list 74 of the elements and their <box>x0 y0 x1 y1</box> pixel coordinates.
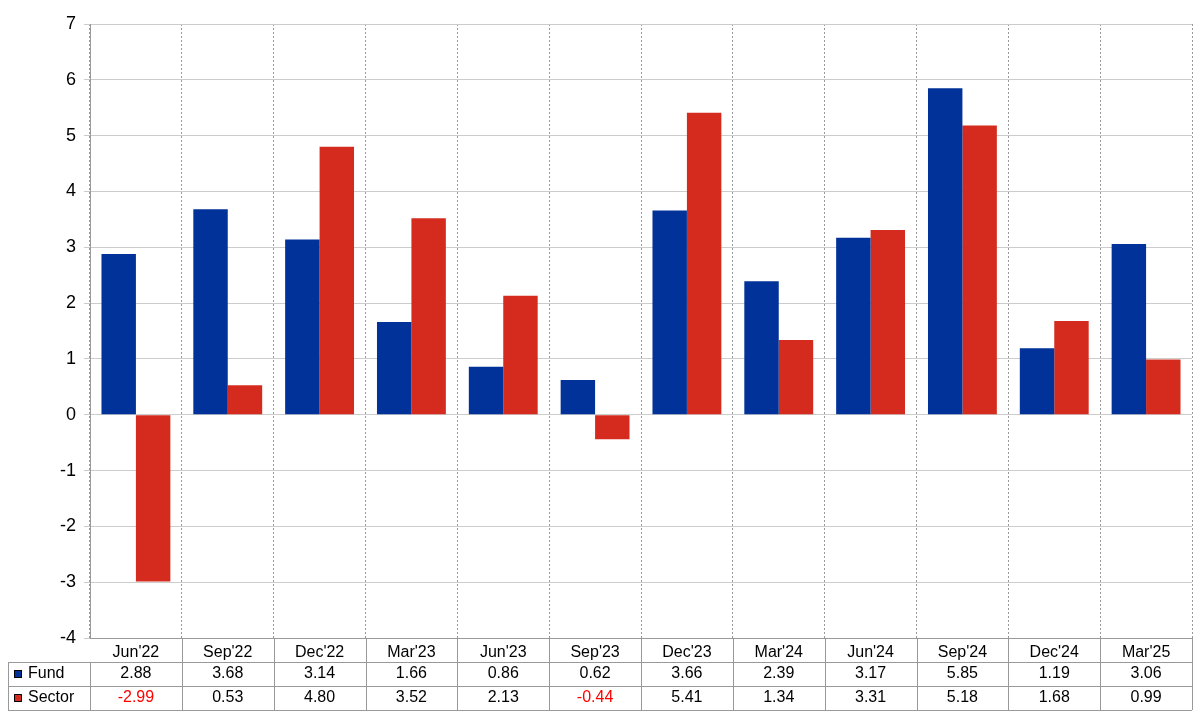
bar <box>503 295 538 415</box>
data-label: 2.88 <box>120 664 152 682</box>
y-tick-label: 3 <box>65 236 76 257</box>
legend-label: Fund <box>28 664 65 682</box>
bar <box>101 253 136 415</box>
data-label: 0.53 <box>212 688 244 706</box>
x-tick-label: Sep'23 <box>570 643 620 661</box>
legend-label: Sector <box>28 688 75 706</box>
y-tick-label: -2 <box>59 515 76 536</box>
y-tick-label: 7 <box>65 12 76 33</box>
x-tick-label: Mar'23 <box>387 643 436 661</box>
data-label: 0.99 <box>1130 688 1162 706</box>
data-label: 3.66 <box>671 664 703 682</box>
bar <box>285 239 320 415</box>
data-label: 1.34 <box>763 688 795 706</box>
data-label: 0.62 <box>579 664 611 682</box>
data-label: 3.31 <box>855 688 887 706</box>
data-label: 1.68 <box>1038 688 1070 706</box>
bar <box>927 88 963 415</box>
bar <box>870 229 906 415</box>
bar <box>468 366 504 415</box>
bar <box>836 237 871 415</box>
data-label: 0.86 <box>487 664 519 682</box>
y-tick-label: -1 <box>59 459 76 480</box>
bar <box>1146 359 1181 415</box>
bar <box>595 415 630 440</box>
x-tick-label: Sep'22 <box>203 643 253 661</box>
data-label: 3.68 <box>212 664 244 682</box>
bar <box>135 415 171 582</box>
y-tick-label: -4 <box>59 626 76 647</box>
data-label: 2.13 <box>487 688 519 706</box>
data-label: 5.85 <box>946 664 979 682</box>
x-tick-label: Dec'23 <box>662 643 712 661</box>
y-tick-label: 4 <box>65 180 76 201</box>
x-tick-label: Dec'24 <box>1029 643 1079 661</box>
bar <box>227 385 263 415</box>
data-label: 3.06 <box>1130 664 1162 682</box>
y-tick-label: 1 <box>65 347 76 368</box>
y-tick-label: 2 <box>65 292 76 313</box>
data-label: 3.52 <box>395 688 428 706</box>
data-label: 1.19 <box>1038 664 1070 682</box>
bar <box>411 218 446 415</box>
x-tick-label: Dec'22 <box>294 643 345 661</box>
bar <box>319 146 355 415</box>
data-label: 2.39 <box>763 664 795 682</box>
data-label: 5.18 <box>946 688 979 706</box>
x-tick-label: Mar'25 <box>1121 643 1171 661</box>
x-tick-label: Jun'22 <box>112 643 160 661</box>
x-tick-label: Sep'24 <box>937 643 988 661</box>
y-tick-label: -3 <box>59 571 76 592</box>
bar <box>962 125 997 415</box>
y-tick-label: 6 <box>65 68 76 89</box>
data-label: 5.41 <box>671 688 703 706</box>
data-label: 4.80 <box>304 688 336 706</box>
bar <box>1111 243 1147 415</box>
x-tick-label: Mar'24 <box>754 643 804 661</box>
bar <box>193 209 228 415</box>
y-tick-label: 0 <box>65 403 76 424</box>
data-label: -2.99 <box>117 688 155 706</box>
bar <box>376 322 412 415</box>
data-label: 3.14 <box>304 664 336 682</box>
bar <box>1019 348 1055 415</box>
data-label: -0.44 <box>576 688 614 706</box>
x-tick-label: Jun'23 <box>479 643 527 661</box>
bar <box>686 112 722 415</box>
x-tick-label: Jun'24 <box>847 643 895 661</box>
bar <box>560 380 596 415</box>
y-tick-label: 5 <box>65 124 76 145</box>
data-label: 1.66 <box>395 664 428 682</box>
bar <box>652 210 687 415</box>
data-label: 3.17 <box>855 664 887 682</box>
bar <box>778 339 814 415</box>
bar <box>1054 320 1089 415</box>
bar <box>744 281 779 415</box>
